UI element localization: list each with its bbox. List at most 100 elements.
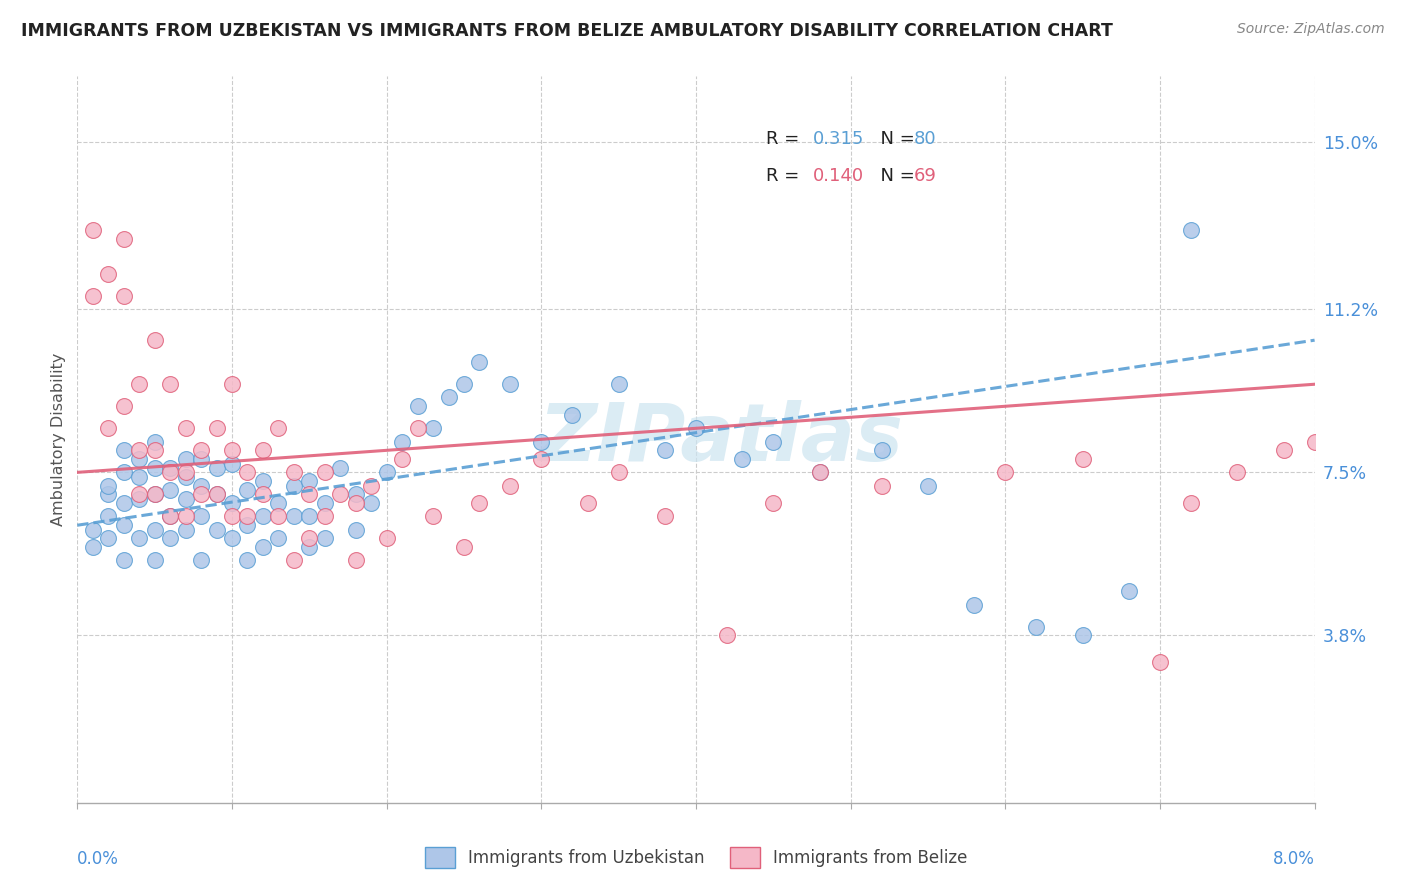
Point	[406, 421, 429, 435]
Point	[112, 496, 135, 510]
Point	[468, 496, 491, 510]
Point	[190, 553, 212, 567]
Point	[360, 478, 382, 492]
Point	[329, 461, 352, 475]
Point	[917, 478, 939, 492]
Point	[870, 478, 893, 492]
Point	[808, 466, 831, 480]
Point	[236, 518, 259, 533]
Point	[252, 509, 274, 524]
Point	[808, 466, 831, 480]
Point	[112, 232, 135, 246]
Point	[283, 478, 305, 492]
Point	[128, 469, 150, 483]
Point	[731, 452, 754, 467]
Point	[329, 487, 352, 501]
Point	[499, 377, 522, 392]
Point	[1118, 584, 1140, 599]
Point	[437, 391, 460, 405]
Point	[205, 487, 228, 501]
Point	[1071, 628, 1094, 642]
Point	[607, 377, 630, 392]
Point	[112, 289, 135, 303]
Point	[406, 399, 429, 413]
Point	[205, 461, 228, 475]
Point	[344, 496, 367, 510]
Point	[267, 532, 290, 546]
Point	[1180, 223, 1202, 237]
Point	[236, 553, 259, 567]
Point	[283, 509, 305, 524]
Point	[685, 421, 707, 435]
Point	[344, 523, 367, 537]
Point	[1025, 619, 1047, 633]
Point	[314, 466, 336, 480]
Point	[1149, 655, 1171, 669]
Point	[159, 377, 181, 392]
Point	[344, 553, 367, 567]
Point	[1272, 443, 1295, 458]
Point	[1180, 496, 1202, 510]
Point	[159, 483, 181, 497]
Point	[190, 452, 212, 467]
Point	[375, 532, 398, 546]
Point	[97, 421, 120, 435]
Point	[174, 466, 197, 480]
Point	[190, 443, 212, 458]
Point	[422, 509, 444, 524]
Text: IMMIGRANTS FROM UZBEKISTAN VS IMMIGRANTS FROM BELIZE AMBULATORY DISABILITY CORRE: IMMIGRANTS FROM UZBEKISTAN VS IMMIGRANTS…	[21, 22, 1114, 40]
Point	[159, 461, 181, 475]
Point	[236, 466, 259, 480]
Point	[221, 496, 243, 510]
Point	[97, 487, 120, 501]
Point	[143, 523, 166, 537]
Point	[422, 421, 444, 435]
Point	[252, 443, 274, 458]
Point	[82, 541, 104, 555]
Text: 69: 69	[914, 167, 936, 186]
Point	[174, 491, 197, 506]
Point	[1334, 452, 1357, 467]
Point	[190, 478, 212, 492]
Point	[716, 628, 738, 642]
Point	[143, 333, 166, 347]
Point	[174, 452, 197, 467]
Point	[654, 443, 676, 458]
Text: 0.315: 0.315	[813, 130, 865, 148]
Point	[221, 457, 243, 471]
Point	[82, 289, 104, 303]
Text: R =: R =	[766, 167, 806, 186]
Point	[762, 434, 785, 449]
Point	[205, 523, 228, 537]
Point	[159, 509, 181, 524]
Point	[143, 443, 166, 458]
Point	[267, 421, 290, 435]
Point	[128, 452, 150, 467]
Point	[391, 434, 413, 449]
Point	[236, 483, 259, 497]
Point	[97, 478, 120, 492]
Point	[143, 434, 166, 449]
Point	[143, 553, 166, 567]
Point	[762, 496, 785, 510]
Point	[190, 509, 212, 524]
Point	[283, 553, 305, 567]
Point	[344, 487, 367, 501]
Point	[314, 509, 336, 524]
Point	[205, 487, 228, 501]
Point	[530, 452, 553, 467]
Text: N =: N =	[869, 130, 921, 148]
Point	[298, 474, 321, 488]
Point	[112, 443, 135, 458]
Point	[453, 541, 475, 555]
Point	[963, 598, 986, 612]
Point	[499, 478, 522, 492]
Point	[654, 509, 676, 524]
Point	[298, 509, 321, 524]
Text: Source: ZipAtlas.com: Source: ZipAtlas.com	[1237, 22, 1385, 37]
Point	[607, 466, 630, 480]
Point	[112, 553, 135, 567]
Text: R =: R =	[766, 130, 806, 148]
Point	[97, 532, 120, 546]
Point	[298, 532, 321, 546]
